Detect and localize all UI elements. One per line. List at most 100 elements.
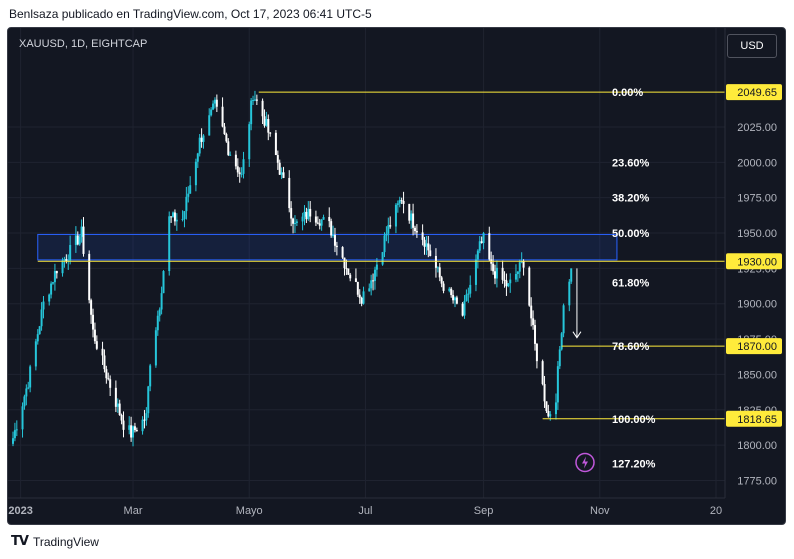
candle-body (568, 281, 571, 306)
candle-body (295, 221, 298, 224)
candle-body (255, 99, 258, 101)
symbol-label: XAUUSD, 1D, EIGHTCAP (19, 38, 148, 50)
candle-body (370, 280, 373, 289)
candle-body (492, 263, 495, 272)
candle-body (375, 264, 378, 270)
fib-level-label: 50.00% (612, 228, 650, 240)
candle-body (208, 115, 211, 136)
candle-body (292, 218, 295, 224)
candle-body (212, 103, 215, 110)
candle-body (168, 216, 171, 272)
candle-body (263, 116, 266, 126)
fib-level-label: 38.20% (612, 193, 650, 205)
candle-body (309, 208, 312, 217)
candle-body (503, 279, 506, 281)
candle-body (455, 297, 458, 304)
candle-body (356, 281, 359, 295)
candle-body (429, 250, 432, 256)
candle-body (549, 414, 552, 417)
price-tick-label: 1800.00 (737, 440, 777, 452)
candle-body (507, 283, 510, 287)
candle-body (154, 330, 157, 366)
candle-body (250, 100, 253, 125)
candle-body (556, 366, 559, 403)
candle-body (509, 279, 512, 284)
candle-body (65, 259, 68, 262)
candle-body (25, 388, 28, 397)
candle-body (240, 173, 243, 175)
candle-body (560, 333, 563, 350)
candle-body (162, 271, 165, 294)
candle-body (15, 429, 18, 431)
candle-body (128, 425, 131, 430)
candle-body (236, 166, 239, 173)
time-tick-label: Mayo (236, 505, 263, 517)
price-tag-label: 2049.65 (737, 87, 777, 99)
candles-layer (12, 90, 573, 447)
candle-body (55, 270, 58, 274)
candle-body (76, 235, 79, 245)
candle-body (74, 235, 77, 245)
price-tick-label: 2000.00 (737, 157, 777, 169)
candle-body (101, 348, 104, 356)
candle-body (261, 100, 264, 117)
tradingview-logo-icon: TV (11, 534, 29, 549)
candle-body (558, 349, 561, 367)
axis-layer: 1775.001800.001825.001850.001875.001900.… (8, 28, 782, 517)
candle-body (120, 415, 123, 421)
candle-body (109, 379, 112, 388)
candle-body (423, 239, 426, 247)
candle-body (415, 231, 418, 233)
price-tick-label: 1950.00 (737, 228, 777, 240)
candle-body (410, 213, 413, 221)
candle-body (21, 406, 24, 430)
candle-body (385, 233, 388, 236)
candle-body (442, 283, 445, 291)
candle-body (290, 208, 293, 219)
currency-button[interactable]: USD (727, 34, 777, 58)
candle-body (95, 341, 98, 349)
candle-body (453, 297, 456, 301)
candle-body (320, 219, 323, 226)
candle-body (34, 341, 37, 367)
candle-body (213, 99, 216, 104)
candle-body (78, 236, 81, 245)
candle-body (118, 403, 121, 416)
candle-body (225, 134, 228, 142)
candle-body (360, 297, 363, 304)
candle-body (145, 413, 148, 421)
candlestick-chart[interactable]: 0.00% 23.60% 38.20% 50.00% 61.80% 78.60% 100.0… (8, 28, 785, 524)
candle-body (93, 329, 96, 342)
candle-body (427, 243, 430, 251)
candle-body (170, 216, 173, 218)
tradingview-logo[interactable]: TV TradingView (11, 534, 99, 549)
candle-body (61, 260, 64, 274)
candle-body (450, 288, 453, 296)
candle-body (438, 267, 441, 278)
candle-body (143, 419, 146, 421)
candle-body (50, 283, 53, 295)
candle-body (452, 295, 455, 301)
candle-body (541, 361, 544, 385)
candle-body (341, 247, 344, 258)
candle-body (314, 216, 317, 223)
candle-body (345, 268, 348, 270)
candle-body (160, 293, 163, 310)
candle-body (307, 208, 310, 220)
candle-body (48, 294, 51, 302)
candle-body (105, 369, 108, 379)
candle-body (333, 235, 336, 246)
candle-body (434, 255, 437, 268)
candle-body (23, 396, 26, 407)
candle-body (63, 259, 66, 261)
candle-body (227, 141, 230, 155)
candle-body (181, 218, 184, 220)
candle-body (210, 109, 213, 116)
chart-panel[interactable]: 0.00% 23.60% 38.20% 50.00% 61.80% 78.60% 100.0… (7, 27, 786, 525)
candle-body (354, 278, 357, 282)
time-tick-label: 20 (710, 505, 722, 517)
candle-body (187, 193, 190, 197)
candle-body (463, 300, 466, 316)
candle-body (545, 401, 548, 411)
candle-body (52, 282, 55, 284)
